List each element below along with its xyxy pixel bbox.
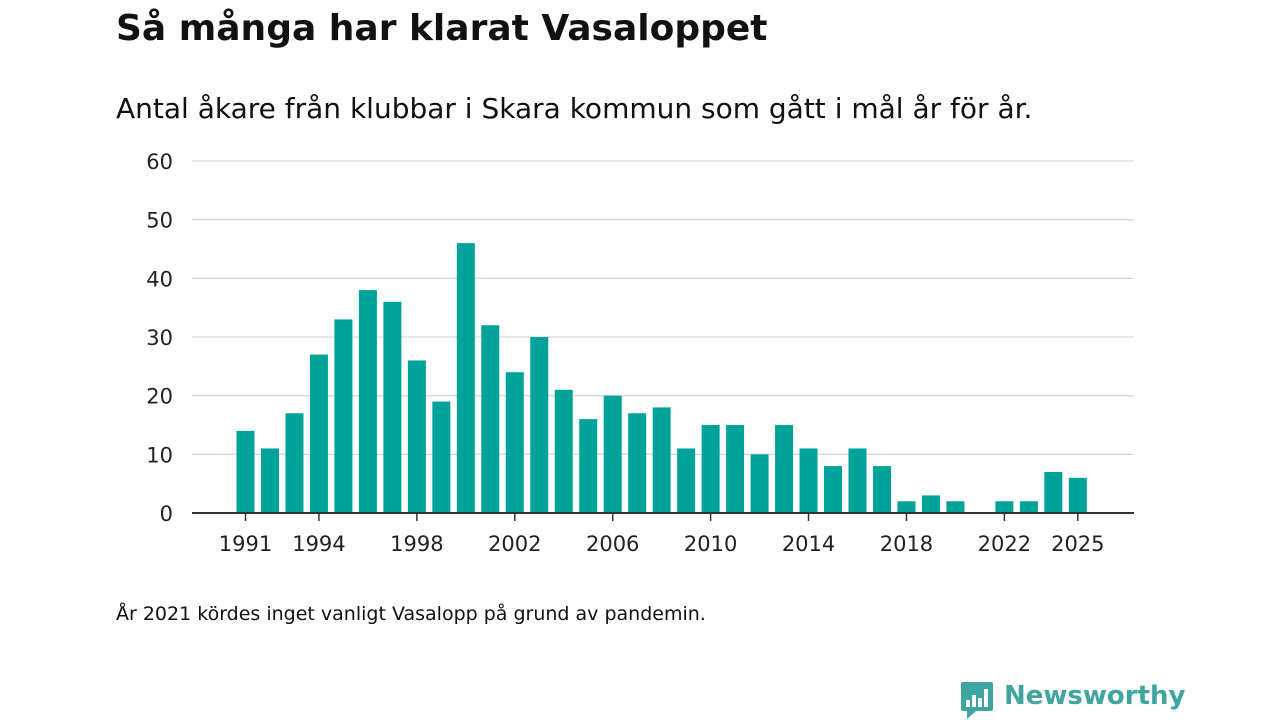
y-tick-label-50: 50 <box>146 209 173 233</box>
y-tick-label-0: 0 <box>160 502 173 526</box>
bar-2004 <box>554 389 573 513</box>
bar-1995 <box>334 319 353 513</box>
bar-1991 <box>236 430 255 513</box>
bar-2006 <box>603 395 622 513</box>
bar-2025 <box>1068 477 1087 513</box>
bar-2007 <box>628 413 647 513</box>
bar-2001 <box>481 325 500 513</box>
bar-2000 <box>456 243 475 513</box>
x-tick-label-2010: 2010 <box>684 532 737 556</box>
bar-2023 <box>1019 501 1038 513</box>
brand-name: Newsworthy <box>1004 681 1186 711</box>
x-tick-label-2025: 2025 <box>1051 532 1104 556</box>
bar-2005 <box>579 419 598 513</box>
bar-2009 <box>677 448 696 513</box>
x-tick-label-2006: 2006 <box>586 532 639 556</box>
y-tick-label-40: 40 <box>146 267 173 291</box>
bar-1997 <box>383 301 402 513</box>
bar-2008 <box>652 407 671 513</box>
y-tick-label-30: 30 <box>146 326 173 350</box>
bar-1998 <box>407 360 426 513</box>
bar-1992 <box>260 448 279 513</box>
bar-2015 <box>824 466 843 513</box>
bar-2010 <box>701 425 720 513</box>
y-tick-label-60: 60 <box>146 150 173 174</box>
bars <box>236 243 1087 513</box>
bar-2003 <box>530 337 549 513</box>
brand-logo: Newsworthy <box>960 680 1185 720</box>
bar-2012 <box>750 454 769 513</box>
bar-2018 <box>897 501 916 513</box>
y-tick-label-20: 20 <box>146 385 173 409</box>
x-tick-label-1994: 1994 <box>292 532 345 556</box>
bar-1994 <box>309 354 328 513</box>
y-tick-label-10: 10 <box>146 443 173 467</box>
bar-1993 <box>285 413 304 513</box>
bar-2013 <box>775 425 794 513</box>
bar-2019 <box>921 495 940 513</box>
bar-2014 <box>799 448 818 513</box>
bar-2017 <box>872 466 891 513</box>
chart-title: Så många har klarat Vasaloppet <box>116 8 768 49</box>
x-tick-label-2018: 2018 <box>880 532 933 556</box>
x-tick-label-1991: 1991 <box>219 532 272 556</box>
axes: 0 10 20 30 40 50 60 1991 1994 1998 2002 2006 2010 201… <box>146 150 1134 556</box>
newsworthy-logo-icon <box>961 682 993 719</box>
x-tick-label-2022: 2022 <box>978 532 1031 556</box>
bar-2020 <box>946 501 965 513</box>
x-tick-label-1998: 1998 <box>390 532 443 556</box>
bar-2011 <box>726 425 745 513</box>
x-tick-label-2002: 2002 <box>488 532 541 556</box>
bar-1996 <box>358 290 377 513</box>
chart-subtitle: Antal åkare från klubbar i Skara kommun … <box>116 92 1033 125</box>
bar-2024 <box>1044 471 1063 513</box>
bar-2002 <box>505 372 524 513</box>
bar-chart: 0 10 20 30 40 50 60 1991 1994 1998 2002 2006 2010 201… <box>146 150 1134 556</box>
bar-2016 <box>848 448 867 513</box>
bar-1999 <box>432 401 451 513</box>
x-tick-label-2014: 2014 <box>782 532 835 556</box>
bar-2022 <box>995 501 1014 513</box>
footnote: År 2021 kördes inget vanligt Vasalopp på… <box>116 603 706 625</box>
